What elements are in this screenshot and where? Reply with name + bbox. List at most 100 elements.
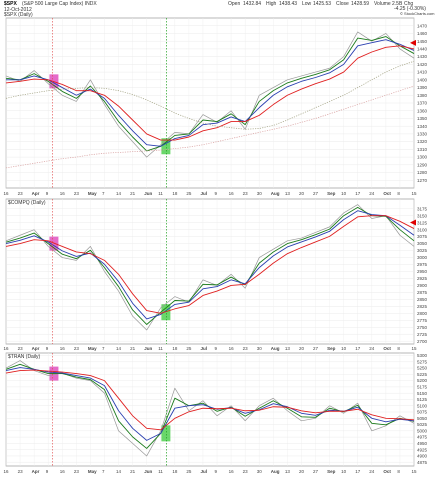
y-tick-label: 1440: [417, 47, 428, 52]
x-tick-label: 21: [130, 346, 136, 351]
open-value: 1432.84: [243, 1, 261, 7]
y-tick-label: 1450: [417, 39, 428, 44]
x-tick-label: 14: [116, 346, 122, 351]
panel-label-tran: $TRAN (Daily): [8, 354, 41, 360]
x-tick-label: 13: [285, 191, 291, 196]
y-tick-label: 1310: [417, 147, 428, 152]
y-tick-label: 5075: [417, 410, 428, 415]
y-tick-label: 4875: [417, 460, 428, 465]
x-tick-label: 17: [355, 191, 361, 196]
y-tick-label: 5000: [417, 428, 428, 433]
x-tick-label: 14: [116, 469, 122, 474]
x-tick-label: 16: [60, 346, 66, 351]
y-tick-label: 2775: [417, 318, 428, 323]
low-value: 1425.53: [313, 1, 331, 7]
x-tick-label: 9: [215, 346, 218, 351]
watermark: © StockCharts.com: [400, 11, 435, 16]
y-tick-label: 1300: [417, 155, 428, 160]
x-tick-label: 20: [299, 346, 305, 351]
signal-box-entry: [49, 236, 59, 251]
x-tick-label: Oct: [383, 191, 391, 196]
x-tick-label: 13: [285, 346, 291, 351]
y-tick-label: 1340: [417, 124, 428, 129]
y-tick-label: 1370: [417, 101, 428, 106]
y-tick-label: 1380: [417, 93, 428, 98]
signal-box-exit: [161, 425, 171, 442]
x-tick-label: 16: [229, 191, 235, 196]
y-tick-label: 1390: [417, 85, 428, 90]
y-tick-label: 1410: [417, 70, 428, 75]
y-tick-label: 5275: [417, 359, 428, 364]
volume-value: 2.5B: [392, 1, 403, 7]
y-tick-label: 3050: [417, 241, 428, 246]
y-tick-label: 2875: [417, 290, 428, 295]
x-tick-label: 10: [341, 191, 347, 196]
x-tick-label: Jul: [200, 469, 207, 474]
x-tick-label: 7: [102, 191, 105, 196]
x-tick-label: 16: [4, 469, 10, 474]
y-tick-label: 5225: [417, 372, 428, 377]
close-label: Close: [336, 1, 349, 7]
x-tick-label: 16: [229, 346, 235, 351]
panel-spx: 1270128012901300131013201330134013501360…: [4, 17, 428, 196]
y-tick-label: 4900: [417, 454, 428, 459]
red-arrow-marker: [410, 219, 416, 226]
series-line-ema10: [6, 39, 415, 147]
series-line-sma200: [5, 85, 415, 169]
y-tick-label: 2925: [417, 276, 428, 281]
header-symbol: $SPX: [4, 1, 17, 7]
y-tick-label: 1270: [417, 178, 428, 183]
x-tick-label: 25: [186, 191, 192, 196]
x-tick-label: Aug: [271, 346, 280, 351]
x-tick-label: May: [88, 346, 97, 351]
y-tick-label: 2700: [417, 339, 428, 344]
x-tick-label: 18: [172, 191, 178, 196]
x-tick-label: Oct: [383, 469, 391, 474]
y-tick-label: 3075: [417, 234, 428, 239]
x-tick-label: 27: [313, 191, 319, 196]
y-tick-label: 1280: [417, 170, 428, 175]
x-tick-label: 11: [158, 191, 163, 196]
y-tick-label: 1330: [417, 132, 428, 137]
x-tick-label: 14: [116, 191, 122, 196]
series-line-ema5: [5, 206, 415, 325]
high-value: 1438.43: [279, 1, 297, 7]
y-tick-label: 5175: [417, 385, 428, 390]
x-tick-label: 16: [60, 191, 66, 196]
x-tick-label: 24: [369, 191, 375, 196]
x-tick-label: 25: [186, 469, 192, 474]
y-tick-label: 5200: [417, 378, 428, 383]
y-tick-label: 4925: [417, 447, 428, 452]
change-value: -4.25 (-0.30%): [394, 6, 426, 12]
y-tick-label: 2750: [417, 325, 428, 330]
volume-label: Volume: [374, 1, 391, 7]
x-tick-label: 23: [74, 469, 80, 474]
x-tick-label: 13: [285, 469, 291, 474]
x-tick-label: 23: [74, 191, 80, 196]
y-tick-label: 2900: [417, 283, 428, 288]
x-tick-label: Sep: [327, 191, 336, 196]
y-tick-label: 2950: [417, 269, 428, 274]
change-label: Chg: [404, 1, 413, 7]
x-tick-label: 20: [299, 469, 305, 474]
x-tick-label: 18: [172, 346, 178, 351]
y-tick-label: 5300: [417, 353, 428, 358]
y-tick-label: 4950: [417, 441, 428, 446]
x-tick-label: 15: [412, 346, 418, 351]
y-tick-label: 5025: [417, 422, 428, 427]
y-tick-label: 2800: [417, 311, 428, 316]
open-label: Open: [228, 1, 240, 7]
low-label: Low: [302, 1, 312, 7]
signal-box-exit: [161, 138, 171, 155]
signal-box-exit: [161, 304, 171, 321]
x-tick-label: May: [88, 191, 97, 196]
x-tick-label: 7: [102, 346, 105, 351]
series-line-ema20: [5, 369, 415, 431]
y-tick-label: 3125: [417, 220, 428, 225]
x-tick-label: 27: [313, 469, 319, 474]
x-tick-label: 16: [4, 191, 10, 196]
x-tick-label: 17: [355, 469, 361, 474]
header-name: (S&P 500 Large Cap Index) INDX: [22, 1, 97, 7]
x-tick-label: Apr: [32, 469, 40, 474]
